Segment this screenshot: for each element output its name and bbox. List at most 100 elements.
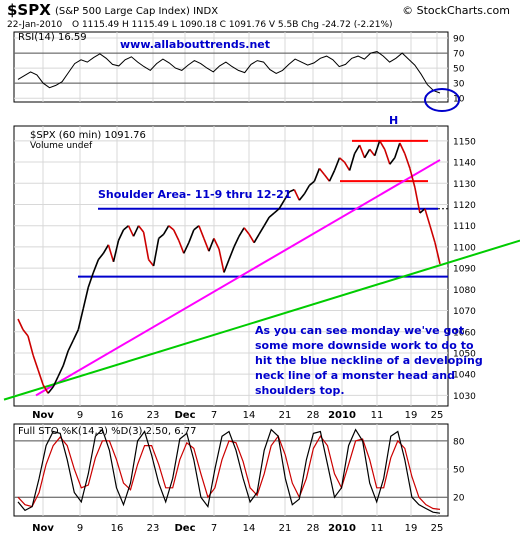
- comment-line-5: shoulders top.: [255, 384, 345, 397]
- price-segment-36: [193, 225, 200, 231]
- price-segment-80: [414, 187, 421, 214]
- volume-label: Volume undef: [30, 141, 93, 151]
- green-trendline: [3, 239, 520, 401]
- price-segment-40: [213, 238, 220, 250]
- price-segment-50: [263, 216, 270, 227]
- price-ytick-10: 1130: [453, 180, 476, 190]
- price-ytick-2: 1050: [453, 349, 476, 359]
- price-ytick-9: 1120: [453, 201, 476, 211]
- price-segment-12: [72, 329, 80, 341]
- price-segment-65: [338, 157, 346, 163]
- price-ytick-1: 1040: [453, 371, 476, 381]
- price-xtick-8: 28: [307, 410, 320, 421]
- price-xtick-11: 19: [405, 410, 418, 421]
- sto-xtick-12: 25: [431, 523, 444, 534]
- sto-ytick-1: 50: [453, 466, 465, 476]
- rsi-panel: [13, 31, 449, 103]
- comment-line-2: some more downside work to do to: [255, 339, 474, 352]
- price-ytick-11: 1140: [453, 159, 476, 169]
- price-segment-75: [389, 157, 396, 165]
- price-segment-17: [97, 252, 105, 261]
- head-label: H: [389, 114, 398, 127]
- price-segment-25: [137, 225, 145, 233]
- price-panel: [13, 125, 449, 407]
- price-segment-8: [52, 375, 59, 388]
- price-segment-9: [57, 365, 64, 377]
- sto-xtick-8: 28: [307, 523, 320, 534]
- price-segment-78: [404, 153, 411, 169]
- price-segment-7: [47, 386, 54, 394]
- price-segment-60: [313, 168, 321, 182]
- price-segment-24: [132, 225, 140, 237]
- rsi-ytick-2: 50: [453, 65, 465, 75]
- trend-lines: [3, 139, 520, 401]
- price-xtick-0: Nov: [32, 410, 54, 421]
- price-segment-5: [37, 369, 44, 386]
- price-segment-39: [208, 238, 215, 252]
- price-ytick-8: 1110: [453, 222, 476, 232]
- price-segment-64: [333, 157, 341, 171]
- ohlc-label: O 1115.49 H 1115.49 L 1090.18 C 1091.76 …: [72, 20, 393, 30]
- price-segment-21: [117, 229, 125, 241]
- sto-title: Full STO %K(14,3) %D(3) 2.50, 6.77: [18, 426, 197, 437]
- price-segment-77: [399, 142, 406, 154]
- price-segment-29: [158, 233, 165, 240]
- price-ytick-12: 1150: [453, 137, 476, 147]
- price-segment-4: [32, 354, 39, 371]
- grid-lines: [14, 32, 448, 516]
- sto-xtick-10: 11: [371, 523, 384, 534]
- sto-xtick-5: 7: [211, 523, 217, 534]
- price-segment-26: [142, 231, 150, 260]
- price-segment-37: [198, 225, 205, 239]
- price-segment-16: [92, 259, 100, 273]
- price-segment-27: [147, 259, 155, 267]
- price-segment-18: [102, 244, 110, 254]
- sto-xtick-9: 2010: [328, 523, 356, 534]
- price-xtick-1: 9: [77, 410, 83, 421]
- comment-line-4: neck line of a monster head and: [255, 369, 455, 382]
- price-segment-81: [419, 208, 426, 214]
- rsi-highlight-circle: [424, 88, 460, 112]
- price-segment-59: [308, 180, 315, 187]
- shoulder-area-label: Shoulder Area- 11-9 thru 12-21: [98, 188, 291, 201]
- price-ytick-4: 1070: [453, 307, 476, 317]
- price-segment-11: [67, 339, 75, 352]
- price-xtick-4: Dec: [174, 410, 195, 421]
- price-xtick-2: 16: [111, 410, 124, 421]
- price-segment-13: [77, 308, 85, 330]
- rsi-line: [17, 51, 441, 94]
- price-segment-42: [223, 259, 230, 273]
- magenta-trendline: [35, 159, 441, 397]
- price-segment-30: [163, 225, 170, 235]
- sto-ytick-2: 80: [453, 437, 465, 447]
- price-xtick-9: 2010: [328, 410, 356, 421]
- sto-xtick-7: 21: [279, 523, 292, 534]
- price-segment-82: [424, 208, 431, 226]
- price-segment-54: [283, 191, 290, 201]
- price-segment-58: [303, 184, 311, 195]
- brand-label: © StockCharts.com: [402, 4, 510, 17]
- price-ytick-5: 1080: [453, 286, 476, 296]
- price-segment-53: [278, 199, 285, 210]
- price-segment-57: [298, 193, 306, 201]
- date-label: 22-Jan-2010: [7, 20, 63, 30]
- price-segment-34: [183, 242, 190, 254]
- price-segment-43: [228, 246, 235, 260]
- price-segment-22: [122, 225, 130, 231]
- sto-xtick-6: 14: [243, 523, 256, 534]
- price-ytick-0: 1030: [453, 392, 476, 402]
- series-lines: [17, 51, 441, 514]
- price-segment-38: [203, 238, 210, 252]
- price-segment-32: [172, 229, 180, 241]
- price-segment-45: [238, 227, 245, 237]
- price-segment-66: [343, 161, 351, 171]
- price-xtick-7: 21: [279, 410, 292, 421]
- price-segment-49: [258, 225, 265, 235]
- price-segment-1: [17, 318, 24, 330]
- price-segment-84: [434, 242, 441, 265]
- price-segment-70: [363, 148, 371, 159]
- price-segment-33: [178, 240, 185, 254]
- price-ytick-3: 1060: [453, 328, 476, 338]
- price-segment-23: [127, 225, 135, 237]
